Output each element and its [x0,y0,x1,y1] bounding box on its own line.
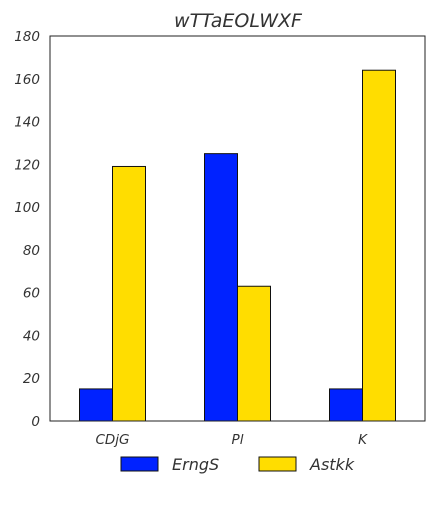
bar-ErngS-Pl [204,153,238,422]
legend-swatch-Astkk [258,456,297,472]
bar-Astkk-Pl [237,285,271,422]
y-tick-label: 60 [23,286,40,302]
y-tick-label: 0 [31,414,40,430]
legend: ErngS Astkk [120,455,355,474]
y-tick-label: 80 [23,243,40,259]
bar-ErngS-K [329,388,363,422]
y-tick-label: 160 [14,72,40,88]
y-tick-label: 140 [14,115,40,131]
bar-Astkk-CDjG [112,165,146,422]
bars-layer [79,69,396,422]
x-tick-label: K [358,432,368,448]
legend-label-Astkk: Astkk [309,455,355,474]
y-tick-label: 100 [14,200,40,216]
x-axis: CDjG Pl K [95,432,368,448]
bar-ErngS-CDjG [79,388,113,422]
y-tick-label: 120 [14,157,40,173]
legend-swatch-ErngS [120,456,159,472]
chart-title: wTTaEOLWXF [174,10,303,32]
y-axis: 0 20 40 60 80 100 120 140 160 180 [14,29,40,430]
y-tick-label: 180 [14,29,40,45]
bar-Astkk-K [362,69,396,422]
x-tick-label: Pl [232,432,244,448]
y-tick-label: 20 [23,371,40,387]
legend-label-ErngS: ErngS [172,455,219,474]
plot-frame [49,35,426,422]
y-tick-label: 40 [23,328,40,344]
x-tick-label: CDjG [95,432,129,448]
